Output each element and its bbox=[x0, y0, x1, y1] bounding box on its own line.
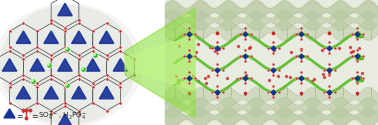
Bar bbox=[165, 0, 378, 125]
Polygon shape bbox=[16, 31, 31, 43]
Polygon shape bbox=[58, 3, 72, 16]
Polygon shape bbox=[99, 31, 114, 43]
Ellipse shape bbox=[0, 4, 142, 125]
Polygon shape bbox=[113, 59, 128, 71]
Polygon shape bbox=[4, 109, 15, 118]
Polygon shape bbox=[58, 59, 72, 71]
Ellipse shape bbox=[0, 6, 135, 124]
Polygon shape bbox=[30, 59, 45, 71]
Polygon shape bbox=[44, 31, 58, 43]
Text: =: = bbox=[31, 112, 38, 121]
Text: $\mathregular{SO_4^{2-}}$, $\mathregular{H_2PO_4^{-}}$: $\mathregular{SO_4^{2-}}$, $\mathregular… bbox=[38, 110, 87, 123]
Polygon shape bbox=[44, 86, 58, 99]
Polygon shape bbox=[71, 31, 86, 43]
Polygon shape bbox=[99, 86, 114, 99]
Polygon shape bbox=[125, 8, 195, 118]
Polygon shape bbox=[125, 36, 195, 90]
Polygon shape bbox=[2, 59, 17, 71]
Polygon shape bbox=[71, 86, 86, 99]
Polygon shape bbox=[85, 59, 100, 71]
Polygon shape bbox=[58, 114, 72, 125]
Text: =: = bbox=[17, 112, 23, 121]
Polygon shape bbox=[16, 86, 31, 99]
